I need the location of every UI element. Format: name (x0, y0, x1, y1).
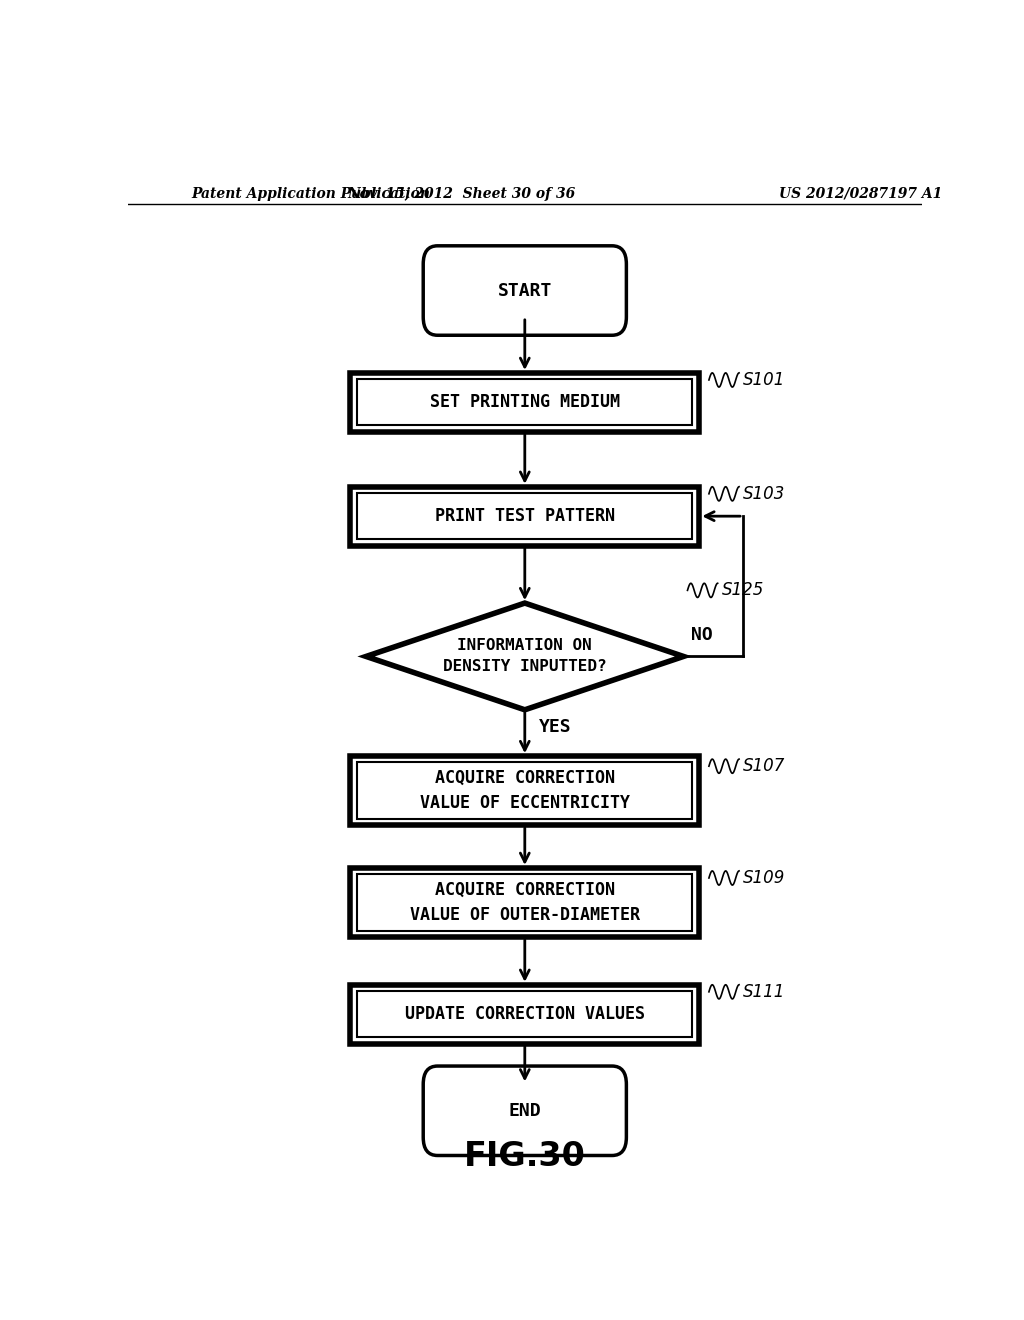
Text: S111: S111 (743, 983, 785, 1001)
Bar (357, 763, 692, 818)
Text: S125: S125 (722, 581, 764, 599)
Text: S101: S101 (743, 371, 785, 389)
Text: NO: NO (691, 626, 713, 644)
Text: END: END (509, 1102, 541, 1119)
FancyBboxPatch shape (423, 1067, 627, 1155)
Text: Patent Application Publication: Patent Application Publication (191, 187, 430, 201)
Bar (350, 756, 699, 825)
Text: PRINT TEST PATTERN: PRINT TEST PATTERN (435, 507, 614, 525)
Text: S109: S109 (743, 869, 785, 887)
Bar (357, 874, 692, 931)
Text: INFORMATION ON
DENSITY INPUTTED?: INFORMATION ON DENSITY INPUTTED? (443, 639, 606, 675)
Bar (357, 991, 692, 1038)
Text: S103: S103 (743, 484, 785, 503)
Text: ACQUIRE CORRECTION
VALUE OF ECCENTRICITY: ACQUIRE CORRECTION VALUE OF ECCENTRICITY (420, 770, 630, 812)
Text: S107: S107 (743, 758, 785, 775)
Bar (350, 985, 699, 1044)
Bar (350, 487, 699, 545)
Text: US 2012/0287197 A1: US 2012/0287197 A1 (778, 187, 942, 201)
Text: SET PRINTING MEDIUM: SET PRINTING MEDIUM (430, 393, 620, 412)
Bar (350, 372, 699, 432)
Text: FIG.30: FIG.30 (464, 1140, 586, 1173)
Text: YES: YES (539, 718, 571, 737)
Text: UPDATE CORRECTION VALUES: UPDATE CORRECTION VALUES (404, 1006, 645, 1023)
Polygon shape (367, 603, 684, 710)
Text: ACQUIRE CORRECTION
VALUE OF OUTER-DIAMETER: ACQUIRE CORRECTION VALUE OF OUTER-DIAMET… (410, 880, 640, 924)
FancyBboxPatch shape (423, 246, 627, 335)
Bar (357, 379, 692, 425)
Text: START: START (498, 281, 552, 300)
Text: Nov. 15, 2012  Sheet 30 of 36: Nov. 15, 2012 Sheet 30 of 36 (347, 187, 575, 201)
Bar (357, 494, 692, 540)
Bar (350, 867, 699, 937)
